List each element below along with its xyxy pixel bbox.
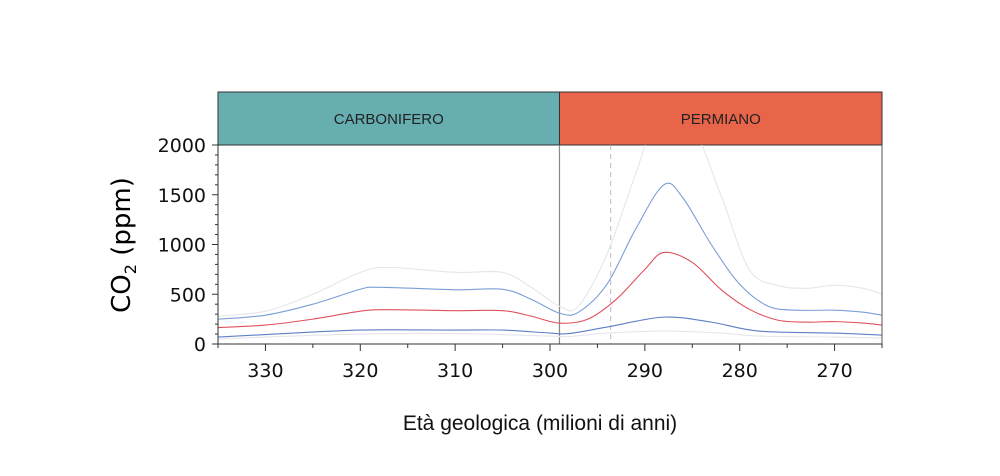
period-band [558, 91, 883, 146]
y-tick-label: 1000 [158, 235, 206, 257]
y-tick-label: 500 [170, 284, 206, 306]
period-band [217, 91, 560, 146]
x-tick-label: 330 [247, 360, 283, 382]
y-tick-label: 2000 [158, 135, 206, 157]
x-tick-label: 300 [532, 360, 568, 382]
x-tick-label: 320 [342, 360, 378, 382]
y-tick-label: 0 [194, 334, 206, 356]
y-tick-label: 1500 [158, 185, 206, 207]
x-tick-label: 290 [627, 360, 663, 382]
y-axis-label: CO2 (ppm) [107, 177, 140, 313]
period-label: PERMIANO [681, 111, 761, 128]
series-upper [218, 182, 882, 320]
series-median [218, 251, 882, 329]
x-tick-label: 310 [437, 360, 473, 382]
x-tick-label: 270 [816, 360, 852, 382]
x-tick-label: 280 [722, 360, 758, 382]
x-axis-label: Età geologica (milioni di anni) [403, 412, 677, 435]
period-label: CARBONIFERO [334, 111, 444, 128]
series-lower [218, 316, 882, 338]
series-upper-outer [218, 145, 882, 317]
series-lower-outer [218, 330, 882, 340]
